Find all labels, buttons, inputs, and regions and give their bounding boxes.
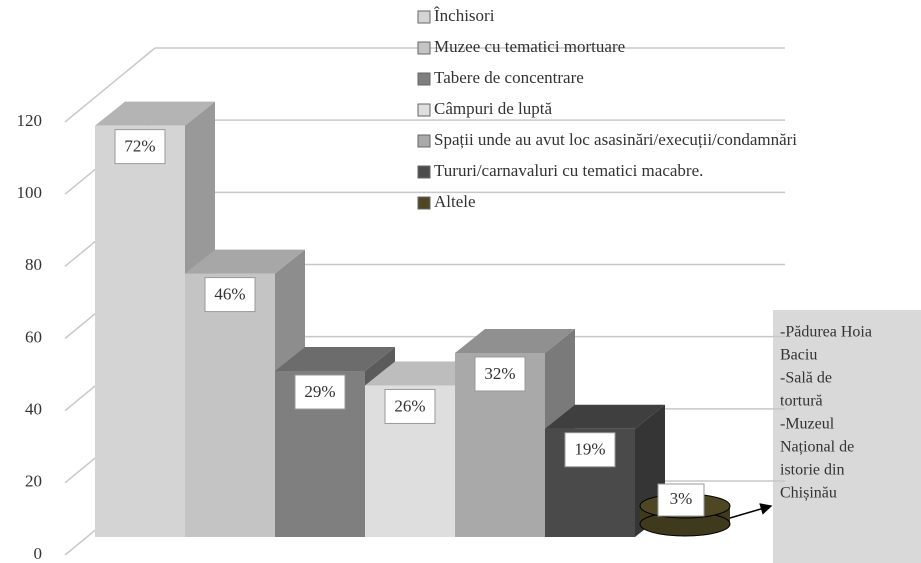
value-label-box (564, 432, 616, 468)
bar (95, 125, 185, 538)
bar-top (455, 328, 575, 353)
legend-label: Altele (434, 192, 476, 211)
grid-line (64, 47, 156, 123)
value-label: 26% (394, 396, 425, 415)
legend-label: Închisori (434, 6, 495, 25)
value-label-box (657, 483, 705, 517)
legend-label: Câmpuri de luptă (434, 99, 552, 118)
annotation-line: tortură (780, 393, 823, 410)
legend-label: Spații unde au avut loc asasinări/execuț… (434, 130, 797, 149)
y-tick-label: 80 (25, 255, 42, 274)
legend-label: Tabere de concentrare (434, 68, 584, 87)
value-label-box (294, 374, 346, 410)
y-tick-label: 60 (25, 327, 42, 346)
value-label: 29% (304, 382, 335, 401)
legend-swatch (417, 134, 431, 148)
legend-swatch (417, 165, 431, 179)
y-tick-label: 40 (25, 400, 42, 419)
annotation-box (773, 310, 921, 563)
annotation-line: -Sală de (780, 370, 832, 387)
annotation-line: -Muzeul (780, 416, 835, 433)
annotation-line: istorie din (780, 462, 844, 479)
bar-top (95, 101, 215, 126)
legend-swatch (417, 72, 431, 86)
value-label: 19% (574, 440, 605, 459)
value-label-box (384, 388, 436, 424)
annotation-line: Național de (780, 439, 854, 456)
annotation-line: Baciu (780, 347, 817, 364)
y-tick-label: 100 (17, 183, 43, 202)
legend-swatch (417, 41, 431, 55)
value-label-box (474, 356, 526, 392)
y-tick-label: 20 (25, 472, 42, 491)
legend-swatch (417, 103, 431, 117)
annotation-line: Chișinău (780, 485, 837, 502)
legend-swatch (417, 10, 431, 24)
arrow (729, 503, 773, 519)
legend-swatch (417, 196, 431, 210)
annotation-line: -Pădurea Hoia (780, 324, 872, 341)
bar-top (275, 347, 395, 372)
value-label: 46% (214, 284, 245, 303)
value-label: 32% (484, 364, 515, 383)
y-tick-label: 0 (34, 544, 43, 563)
bar-top (185, 249, 305, 274)
value-label-box (114, 129, 166, 165)
value-label: 72% (124, 137, 155, 156)
y-tick-label: 120 (17, 111, 43, 130)
bar (185, 273, 275, 537)
bar-top (545, 404, 665, 429)
value-label: 3% (670, 489, 693, 508)
value-label-box (204, 277, 256, 313)
legend-label: Tururi/carnavaluri cu tematici macabre. (434, 161, 703, 180)
legend-label: Muzee cu tematici mortuare (434, 37, 625, 56)
